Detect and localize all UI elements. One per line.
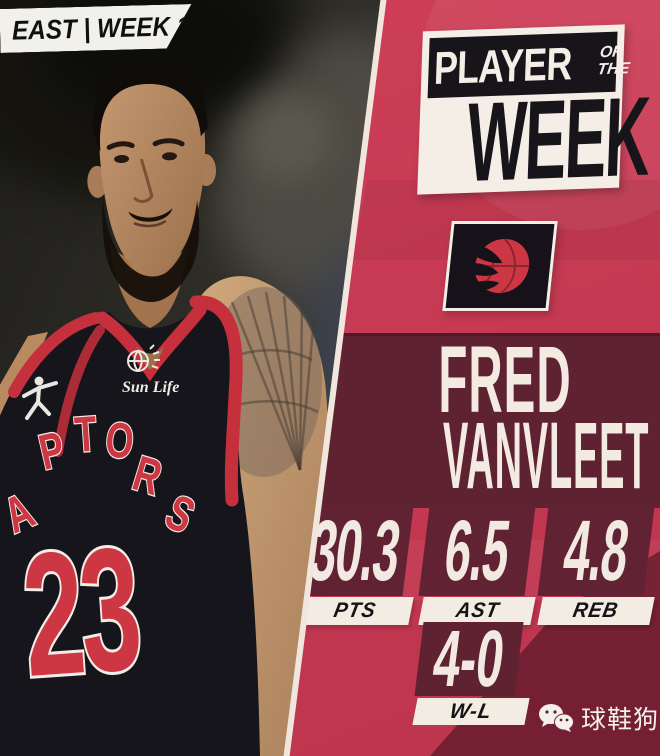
jersey-letter: O [103,413,137,471]
watermark: 球鞋狗 [538,700,659,736]
record-label: W-L [447,699,495,723]
stat-value: 4.8 [558,503,634,599]
jersey-letter: T [73,407,99,464]
sunlife-patch: Sun Life [122,344,179,396]
record-label-strip: W-L [412,698,530,725]
jersey-red-trim [8,295,243,507]
face [98,70,206,279]
stat-value-tile: 4.8 [537,503,655,599]
player-name-band: FRED VANVLEET [289,327,660,509]
mustache [128,208,173,222]
stat-label: REB [571,599,621,622]
background-bokeh [240,90,330,180]
eyes [114,152,178,163]
raptors-claw-basketball-icon [465,238,530,294]
week-badge: EAST | WEEK 12 [0,4,193,53]
jumpman-icon [22,376,58,420]
team-logo-tile [442,221,558,311]
player-head [87,58,217,302]
hair [92,58,208,140]
stat-value: 6.5 [439,503,515,599]
stat-rebounds: 4.8 REB [537,503,655,625]
potw-week-text: WEEK [465,73,651,206]
record-block: 4-0 W-L [412,614,530,725]
stat-label: PTS [332,599,379,622]
stat-label-strip: PTS [296,597,414,625]
nose [133,158,154,203]
stat-assists: 6.5 AST [418,503,536,625]
player-first-name: FRED [438,327,572,433]
sunlife-globe-icon [127,344,160,372]
player-last-name: VANVLEET [443,403,650,509]
player-photo: Sun Life A P T O R S 23 [0,58,338,756]
mouth [133,220,167,228]
wechat-icon [539,704,574,732]
record-value: 4-0 [428,614,510,703]
sunlife-patch-text: Sun Life [122,379,179,396]
eyebrows [106,138,185,150]
svg-text:23: 23 [17,510,144,713]
beard [102,199,200,302]
potw-logo: PLAYER OF THE WEEK [417,24,651,206]
record-value-tile: 4-0 [414,614,524,703]
jersey-number: 23 [15,507,146,715]
stat-value-tile: 6.5 [418,503,536,599]
stat-label-strip: REB [537,597,655,625]
watermark-text: 球鞋狗 [581,706,660,734]
player-name: FRED VANVLEET [350,327,660,509]
